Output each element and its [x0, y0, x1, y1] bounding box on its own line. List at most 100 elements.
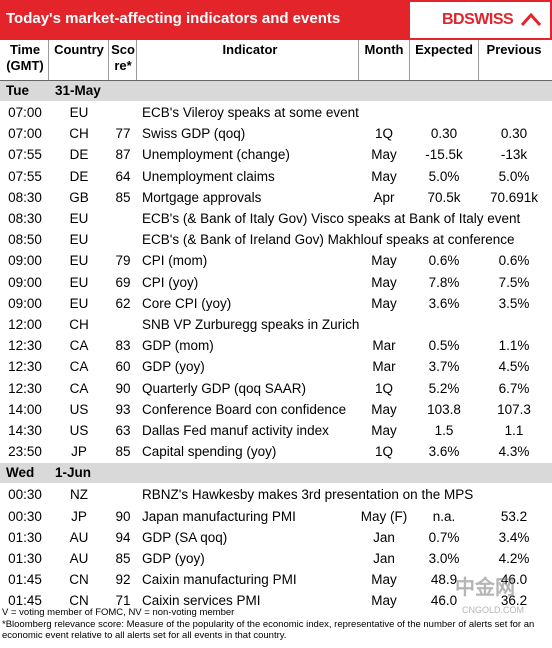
cell: 01:30	[8, 529, 42, 545]
day-band	[0, 463, 552, 484]
cell: 7.5%	[498, 274, 530, 290]
cell: DE	[69, 168, 89, 184]
cell: 1Q	[374, 444, 393, 460]
cell: 90	[115, 508, 131, 524]
cell: US	[69, 401, 89, 417]
cell: 12:00	[8, 317, 42, 332]
cell: GB	[69, 189, 89, 205]
cell: 09:00	[8, 274, 42, 290]
cell: CPI (mom)	[142, 253, 208, 269]
cell: 1.1	[504, 423, 524, 438]
cell: ECB's (& Bank of Italy Gov) Visco speaks…	[142, 211, 521, 226]
cell: Unemployment (change)	[142, 147, 290, 163]
day-band	[0, 81, 552, 101]
cell: May (F)	[360, 508, 408, 524]
cell: 4.3%	[498, 444, 530, 460]
cell: 3.5%	[498, 295, 530, 311]
cell: AU	[69, 529, 89, 545]
column-rule	[478, 40, 479, 80]
cell: May	[371, 274, 397, 290]
cell: 87	[115, 147, 131, 163]
day-date: 31-May	[55, 83, 101, 98]
cell: Dallas Fed manuf activity index	[142, 423, 329, 438]
logo-box: BDSWISS	[410, 2, 550, 38]
cell: Capital spending (yoy)	[142, 444, 277, 460]
cell: EU	[69, 211, 89, 226]
cell: EU	[69, 253, 89, 269]
column-header: re*	[114, 58, 132, 73]
column-rule	[409, 40, 410, 80]
cell: 08:30	[8, 211, 42, 226]
cell: 07:55	[8, 168, 42, 184]
cell: May	[371, 168, 397, 184]
cell: 01:30	[8, 551, 42, 566]
cell: 14:30	[8, 423, 42, 438]
cell: 103.8	[427, 401, 461, 417]
cell: 90	[115, 380, 131, 396]
logo-mark	[520, 13, 542, 27]
cell: May	[371, 253, 397, 269]
cell: 00:30	[8, 508, 42, 524]
day-date: 1-Jun	[55, 465, 92, 481]
cell: 08:30	[8, 189, 42, 205]
cell: Caixin services PMI	[142, 593, 261, 609]
cell: May	[371, 593, 397, 609]
cell: EU	[69, 295, 89, 311]
cell: JP	[71, 444, 87, 460]
cell: 46.0	[430, 593, 458, 609]
cell: 0.7%	[428, 529, 460, 545]
cell: Japan manufacturing PMI	[142, 508, 296, 524]
cell: GDP (yoy)	[142, 551, 205, 566]
cell: -13k	[500, 147, 528, 163]
cell: 6.7%	[498, 380, 530, 396]
cell: SNB VP Zurburegg speaks in Zurich	[142, 317, 360, 332]
cell: 107.3	[497, 401, 531, 417]
cell: n.a.	[432, 508, 456, 524]
cell: CH	[69, 126, 89, 142]
cell: 5.0%	[498, 168, 530, 184]
watermark: 中金网	[455, 577, 515, 599]
cell: 93	[115, 401, 131, 417]
cell: Swiss GDP (qoq)	[142, 126, 246, 142]
column-rule	[48, 40, 49, 80]
cell: 0.5%	[428, 338, 460, 354]
watermark: CNGOLD.COM	[462, 605, 525, 615]
column-rule	[108, 40, 109, 80]
cell: 64	[115, 168, 131, 184]
cell: Caixin manufacturing PMI	[142, 572, 297, 588]
cell: RBNZ's Hawkesby makes 3rd presentation o…	[142, 487, 474, 503]
cell: 5.2%	[428, 380, 460, 396]
cell: 1Q	[374, 380, 393, 396]
column-header: Previous	[486, 42, 542, 57]
cell: 0.6%	[428, 253, 460, 269]
cell: 00:30	[8, 487, 42, 503]
cell: May	[371, 401, 397, 417]
cell: 09:00	[8, 295, 42, 311]
cell: 85	[115, 444, 131, 460]
cell: May	[371, 572, 397, 588]
cell: JP	[71, 508, 87, 524]
cell: Mar	[372, 338, 396, 354]
cell: 3.4%	[498, 529, 530, 545]
cell: -15.5k	[425, 147, 463, 163]
cell: 4.5%	[498, 359, 530, 375]
cell: 1.1%	[498, 338, 530, 354]
column-header: Sco	[111, 42, 135, 57]
column-header: Country	[54, 42, 104, 57]
cell: 07:00	[8, 126, 42, 142]
cell: US	[69, 423, 89, 438]
cell: 63	[115, 423, 131, 438]
column-header: (GMT)	[6, 58, 44, 73]
cell: 70.691k	[489, 189, 539, 205]
cell: 69	[115, 274, 131, 290]
cell: May	[371, 423, 397, 438]
column-rule	[136, 40, 137, 80]
cell: CN	[69, 593, 89, 609]
cell: 79	[115, 253, 131, 269]
cell: EU	[69, 274, 89, 290]
cell: DE	[69, 147, 89, 163]
cell: 3.0%	[428, 551, 460, 566]
cell: ECB's Vileroy speaks at some event	[142, 105, 359, 120]
day-name: Tue	[6, 83, 29, 98]
cell: 0.30	[500, 126, 528, 142]
